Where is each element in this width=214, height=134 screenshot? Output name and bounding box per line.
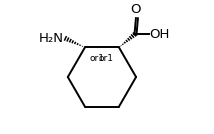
Text: O: O: [131, 3, 141, 16]
Text: or1: or1: [99, 54, 114, 63]
Text: or1: or1: [90, 54, 105, 63]
Text: H₂N: H₂N: [39, 32, 64, 45]
Text: OH: OH: [150, 28, 170, 41]
